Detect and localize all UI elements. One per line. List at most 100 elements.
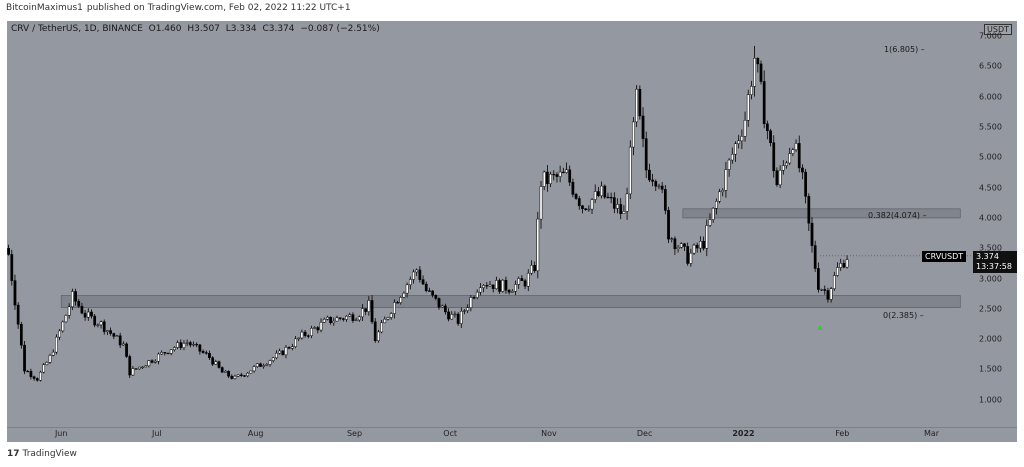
- candle-down: [26, 370, 30, 373]
- candle-down: [243, 375, 246, 377]
- candle-up: [542, 171, 546, 187]
- currency-label[interactable]: USDT: [984, 24, 1012, 35]
- candle-down: [546, 171, 549, 184]
- candle-up: [157, 353, 160, 362]
- candle-up: [734, 143, 737, 155]
- candle-down: [447, 311, 450, 320]
- candle-up: [106, 330, 109, 332]
- candle-down: [456, 313, 460, 324]
- candle-up: [463, 310, 466, 312]
- candle-up: [657, 185, 661, 188]
- price-axis[interactable]: USDT 7.000 6.500 6.000 5.500 5.000 4.500 4.000…: [973, 21, 1017, 427]
- candle-up: [794, 143, 798, 151]
- time-axis[interactable]: Jun Jul Aug Sep Oct Nov Dec 2022 Feb Mar: [7, 427, 1017, 442]
- candle-down: [35, 378, 39, 381]
- candle-down: [762, 81, 766, 124]
- candle-down: [561, 171, 565, 174]
- candle-down: [7, 248, 10, 255]
- candle-up: [294, 338, 297, 347]
- low-value: L3.334: [225, 24, 257, 34]
- candle-down: [552, 173, 556, 176]
- candle-up: [224, 370, 227, 373]
- candle-up: [182, 343, 186, 348]
- candle-up: [137, 366, 141, 370]
- candle-down: [813, 245, 817, 269]
- time-tick-label: Dec: [636, 429, 653, 438]
- candle-down: [230, 375, 234, 379]
- fib-level-0-label: 0(2.385) –: [883, 311, 924, 320]
- candle-down: [29, 371, 33, 377]
- candle-down: [102, 321, 106, 332]
- candle-up: [791, 149, 795, 154]
- fib-level-1-label: 1(6.805) –: [884, 45, 925, 54]
- candle-up: [58, 330, 61, 338]
- candle-up: [724, 169, 728, 191]
- chart-pane[interactable]: CRV / TetherUS, 1D, BINANCE O1.460 H3.50…: [7, 21, 973, 427]
- candle-up: [262, 365, 266, 367]
- candle-down: [10, 254, 14, 281]
- candle-up: [42, 364, 46, 373]
- candle-down: [32, 376, 36, 379]
- candle-down: [351, 314, 355, 321]
- candle-up: [300, 331, 304, 339]
- candle-down: [842, 262, 846, 268]
- candle-up: [96, 324, 100, 326]
- candle-down: [128, 356, 132, 376]
- candle-down: [370, 300, 374, 323]
- candle-down: [341, 318, 345, 320]
- candle-up: [737, 140, 741, 145]
- candle-down: [810, 222, 814, 246]
- candle-up: [785, 162, 788, 166]
- candle-up: [153, 360, 157, 363]
- candle-down: [638, 88, 642, 117]
- candle-up: [699, 240, 702, 249]
- candle-down: [667, 210, 670, 240]
- candle-down: [329, 316, 332, 324]
- candle-up: [326, 316, 329, 320]
- candle-up: [679, 243, 683, 248]
- candle-up: [115, 335, 119, 337]
- candle-up: [99, 321, 103, 326]
- candle-up: [453, 313, 457, 316]
- candle-down: [619, 204, 623, 214]
- candle-down: [364, 308, 368, 312]
- candle-up: [176, 342, 179, 348]
- candle-up: [383, 318, 387, 324]
- candle-up: [252, 366, 256, 372]
- time-tick-label: Aug: [247, 429, 264, 438]
- open-value: O1.460: [148, 24, 182, 34]
- candle-up: [169, 349, 173, 354]
- close-value: C3.374: [262, 24, 295, 34]
- candle-up: [284, 347, 288, 356]
- candlestick-chart[interactable]: [7, 21, 973, 427]
- candle-up: [517, 278, 521, 285]
- candle-down: [287, 347, 291, 349]
- candle-up: [628, 146, 632, 195]
- candle-down: [826, 290, 830, 300]
- candle-down: [109, 330, 112, 334]
- candle-up: [64, 315, 68, 323]
- candle-up: [265, 364, 269, 366]
- candle-down: [663, 189, 667, 211]
- candle-up: [469, 297, 473, 308]
- candle-down: [195, 343, 199, 346]
- publisher-name[interactable]: BitcoinMaximus1: [6, 3, 83, 13]
- candle-down: [686, 246, 690, 264]
- candle-up: [539, 186, 543, 220]
- candle-down: [74, 291, 77, 302]
- candle-down: [673, 238, 677, 250]
- candle-down: [77, 301, 81, 307]
- publisher-line: BitcoinMaximus1 published on TradingView.…: [6, 3, 355, 13]
- time-tick-label: Jul: [152, 429, 162, 438]
- candle-down: [491, 284, 495, 290]
- candle-down: [581, 205, 584, 209]
- candle-down: [485, 285, 489, 287]
- candle-down: [606, 196, 610, 199]
- tradingview-footer[interactable]: 17 TradingView: [7, 449, 77, 459]
- candle-down: [523, 280, 527, 287]
- candle-up: [488, 284, 492, 287]
- candle-down: [759, 63, 763, 82]
- symbol-label[interactable]: CRV / TetherUS, 1D, BINANCE: [11, 24, 143, 34]
- candle-up: [45, 362, 49, 366]
- candle-up: [466, 307, 470, 311]
